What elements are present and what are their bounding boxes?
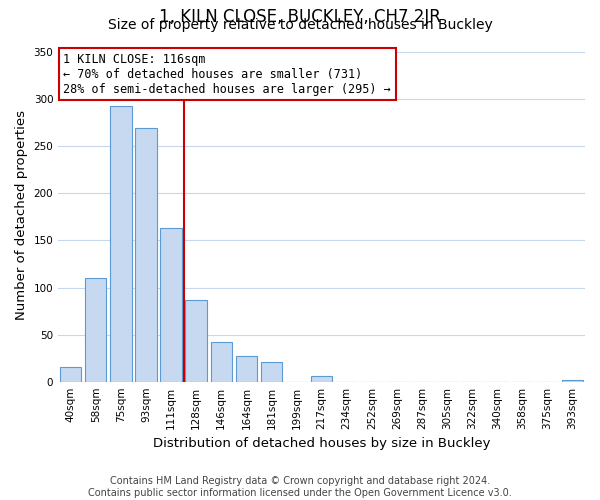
Bar [136, 128, 157, 382]
Text: Size of property relative to detached houses in Buckley: Size of property relative to detached ho… [107, 18, 493, 32]
Text: Contains HM Land Registry data © Crown copyright and database right 2024.
Contai: Contains HM Land Registry data © Crown c… [88, 476, 512, 498]
Bar [236, 356, 257, 382]
Bar [60, 366, 82, 382]
Y-axis label: Number of detached properties: Number of detached properties [15, 110, 28, 320]
Bar [110, 106, 131, 382]
Bar [160, 228, 182, 382]
Bar [261, 362, 282, 382]
X-axis label: Distribution of detached houses by size in Buckley: Distribution of detached houses by size … [153, 437, 490, 450]
Bar [311, 376, 332, 382]
Bar [562, 380, 583, 382]
Bar [185, 300, 207, 382]
Text: 1, KILN CLOSE, BUCKLEY, CH7 2JR: 1, KILN CLOSE, BUCKLEY, CH7 2JR [159, 8, 441, 26]
Bar [85, 278, 106, 382]
Text: 1 KILN CLOSE: 116sqm
← 70% of detached houses are smaller (731)
28% of semi-deta: 1 KILN CLOSE: 116sqm ← 70% of detached h… [64, 52, 391, 96]
Bar [211, 342, 232, 382]
